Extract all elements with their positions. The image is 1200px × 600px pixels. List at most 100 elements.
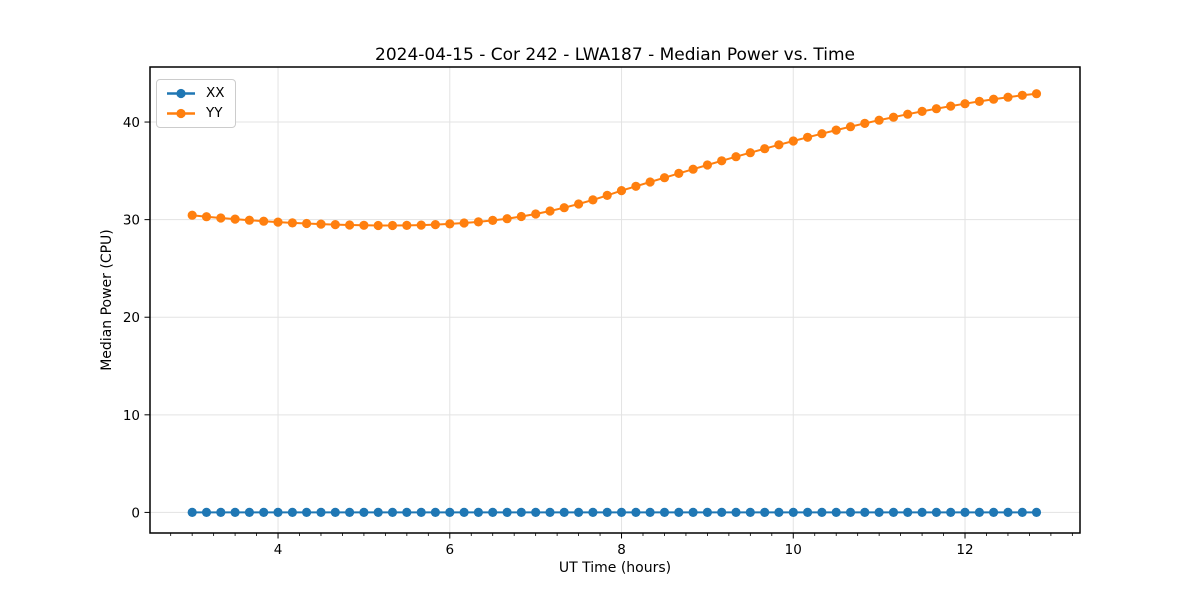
y-tick-label: 30 — [123, 213, 140, 229]
series-yy-data-point — [702, 160, 713, 170]
series-yy-data-point — [717, 156, 727, 166]
series-xx-data-point — [259, 507, 269, 517]
series-xx-data-point — [473, 507, 483, 517]
series-yy-data-point — [488, 215, 498, 225]
series-xx-data-point — [488, 507, 498, 517]
series-xx-data-point — [230, 507, 240, 517]
legend: XX YY — [156, 79, 236, 128]
series-xx-data-point — [874, 507, 884, 517]
series-xx-data-point — [702, 507, 713, 517]
series-xx-data-point — [616, 507, 627, 517]
series-yy-data-point — [316, 219, 326, 229]
series-yy-data-point — [287, 218, 297, 228]
series-yy-data-point — [803, 132, 813, 142]
series-xx-data-point — [387, 507, 398, 517]
series-yy-data-point — [874, 115, 884, 125]
series-xx-data-point — [645, 507, 655, 517]
series-yy-data-point — [688, 164, 698, 174]
series-xx-data-point — [244, 507, 254, 517]
series-xx-data-point — [588, 507, 598, 517]
series-xx-data-point — [674, 507, 684, 517]
y-tick-label: 20 — [123, 310, 140, 326]
series-xx-data-point — [402, 507, 412, 517]
series-yy-data-point — [631, 181, 641, 191]
series-xx-data-point — [1003, 507, 1013, 517]
legend-label-xx: XX — [206, 85, 225, 101]
series-xx-data-point — [516, 507, 526, 517]
series-xx-data-point — [345, 507, 355, 517]
series-xx-data-point — [330, 507, 340, 517]
legend-label-yy: YY — [206, 105, 223, 121]
series-xx-data-point — [788, 507, 798, 517]
series-xx-data-point — [731, 507, 741, 517]
series-xx-data-point — [888, 507, 899, 517]
series-xx-data-point — [717, 507, 727, 517]
series-yy-data-point — [574, 199, 584, 209]
chart-title: 2024-04-15 - Cor 242 - LWA187 - Median P… — [375, 45, 855, 65]
series-yy-data-point — [459, 218, 469, 228]
series-yy-data-point — [960, 99, 970, 109]
series-xx-data-point — [373, 507, 383, 517]
series-yy-data-point — [931, 104, 942, 114]
series-yy-data-point — [659, 173, 670, 183]
series-xx-data-point — [316, 507, 326, 517]
series-yy-data-point — [373, 220, 383, 231]
series-yy-data-point — [602, 190, 612, 200]
plot-frame — [149, 66, 1081, 534]
series-xx-data-point — [960, 507, 970, 517]
series-yy-data-point — [531, 209, 541, 219]
series-yy-data-point — [216, 213, 226, 223]
series-yy-data-point — [745, 148, 755, 158]
legend-item-xx: XX — [165, 86, 225, 101]
series-xx-data-point — [187, 507, 197, 517]
series-xx-data-point — [745, 507, 755, 517]
series-xx-data-point — [817, 507, 827, 517]
series-yy-data-point — [244, 215, 254, 225]
series-yy-data-point — [616, 186, 627, 196]
series-yy-data-point — [273, 217, 283, 227]
series-xx-data-point — [903, 507, 913, 517]
series-xx-data-point — [273, 507, 283, 517]
series-yy-data-point — [516, 211, 526, 222]
series-xx-data-point — [416, 507, 426, 517]
series-xx-data-point — [602, 507, 612, 517]
series-yy-data-point — [445, 219, 455, 229]
series-yy-data-point — [302, 218, 312, 229]
legend-item-yy: YY — [165, 106, 225, 121]
legend-line-marker-yy-icon — [167, 108, 195, 119]
y-axis-label: Median Power (CPU) — [99, 229, 115, 371]
series-yy-data-point — [989, 94, 999, 104]
series-yy-data-point — [917, 106, 927, 116]
series-xx-data-point — [688, 507, 698, 517]
series-yy-data-point — [345, 220, 355, 230]
series-xx-data-point — [917, 507, 927, 517]
series-yy-data-point — [430, 220, 440, 230]
series-yy-data-point — [974, 96, 985, 106]
x-axis-label: UT Time (hours) — [558, 560, 672, 576]
series-xx-data-point — [359, 507, 369, 517]
series-yy-data-point — [502, 214, 512, 224]
series-xx-data-point — [445, 507, 455, 517]
series-yy-data-point — [903, 109, 913, 119]
series-xx-data-point — [559, 507, 569, 517]
series-yy-data-point — [416, 220, 426, 230]
series-yy-data-point — [845, 122, 856, 132]
x-tick-label: 4 — [274, 542, 283, 558]
series-xx-data-point — [201, 507, 212, 517]
series-yy-data-point — [888, 112, 899, 122]
series-yy-data-point — [731, 152, 741, 162]
series-xx-data-point — [1031, 507, 1042, 517]
series-yy-data-point — [788, 136, 798, 146]
series-xx-data-point — [574, 507, 584, 517]
series-xx-data-point — [974, 507, 985, 517]
series-xx-data-point — [216, 507, 226, 517]
series-xx-data-point — [760, 507, 770, 517]
series-xx-data-point — [430, 507, 440, 517]
x-tick-label: 10 — [785, 542, 802, 558]
series-yy-data-point — [1031, 89, 1042, 99]
series-xx-data-point — [774, 507, 784, 517]
series-xx-data-point — [545, 507, 555, 517]
series-yy-data-point — [187, 210, 197, 220]
series-yy-data-point — [1017, 90, 1027, 100]
series-yy-data-point — [359, 220, 369, 230]
